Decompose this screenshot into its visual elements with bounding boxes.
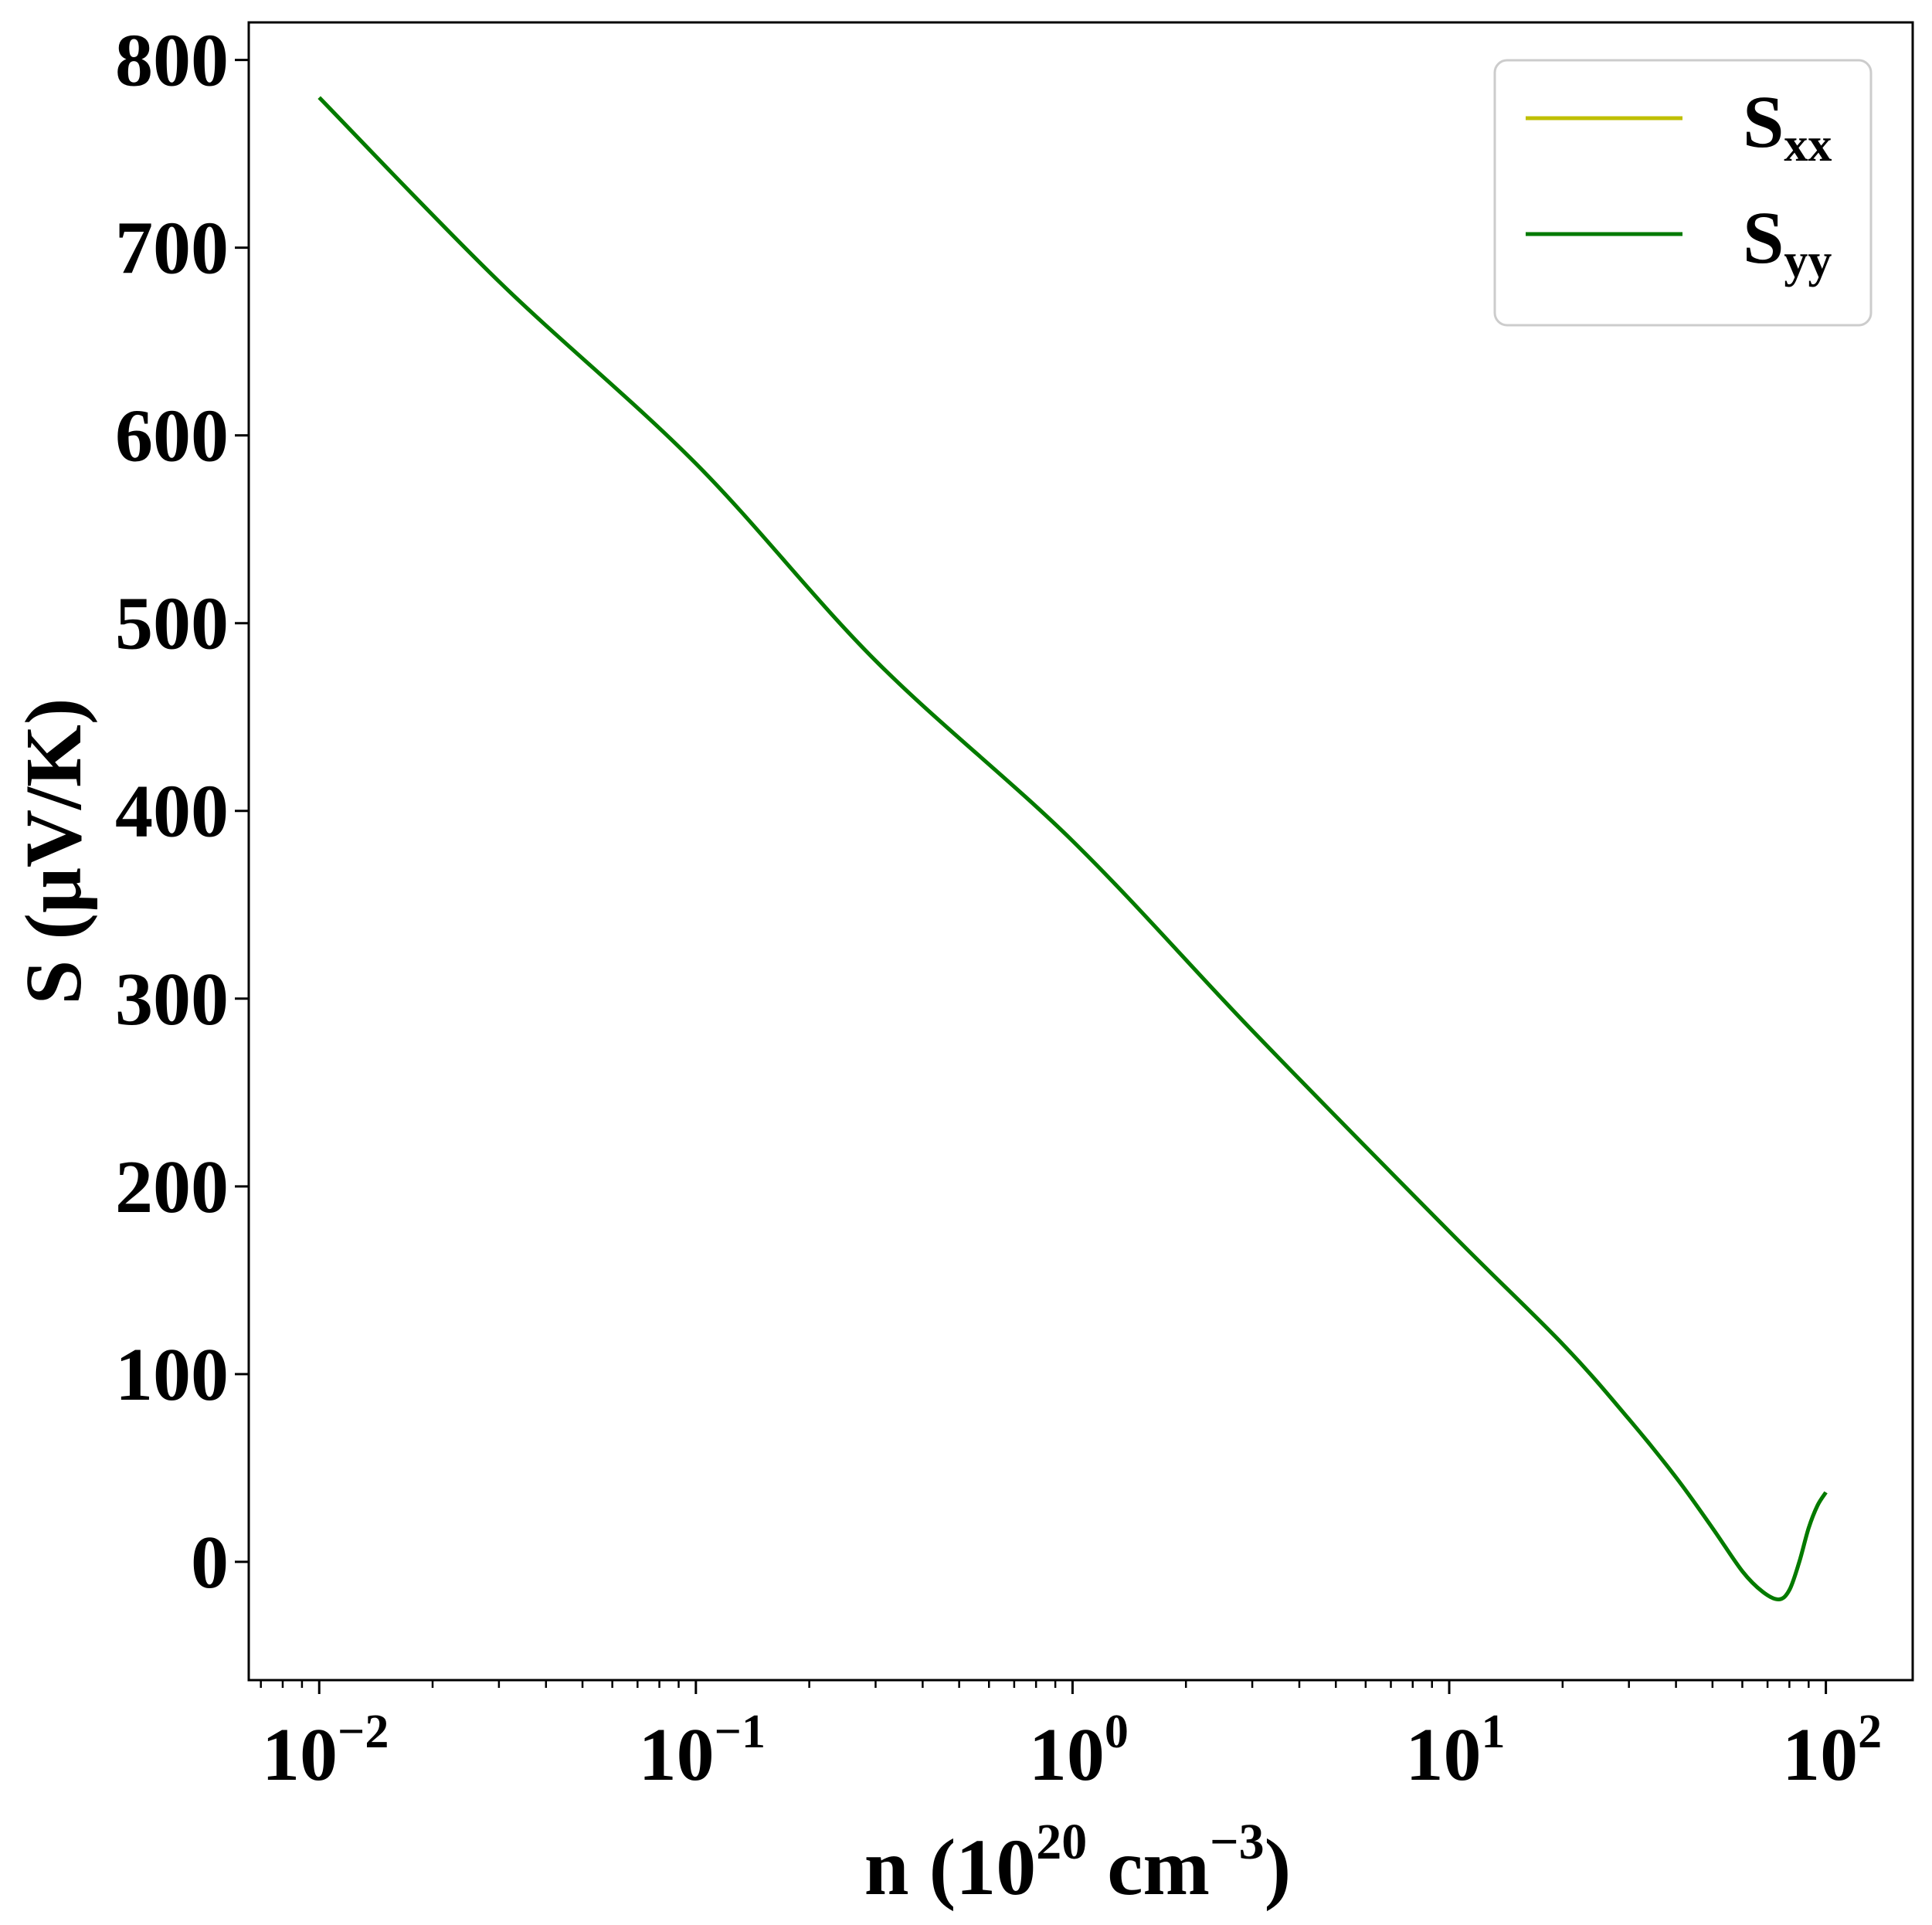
legend-label-sxx-sub: xx <box>1784 119 1832 171</box>
legend-label-syy-main: S <box>1743 196 1784 279</box>
x-axis-title-suffix: ) <box>1265 1823 1292 1912</box>
x-tick-label-exp: 2 <box>1858 1706 1882 1758</box>
plot-frame <box>247 21 1914 1682</box>
legend-label-syy: Syy <box>1743 196 1832 287</box>
y-tick-label: 400 <box>115 770 229 854</box>
x-tick-label-base: 10 <box>262 1713 338 1797</box>
legend-label-syy-sub: yy <box>1784 235 1832 287</box>
legend-box <box>1493 59 1873 327</box>
x-axis-ticks: 10−2 10−1 100 101 102 <box>260 1680 1882 1797</box>
x-tick-label-exp: 0 <box>1105 1706 1129 1758</box>
y-axis-ticks: 0 100 200 300 400 500 600 700 800 <box>115 19 249 1604</box>
y-tick-label: 300 <box>115 958 229 1041</box>
y-tick-label: 700 <box>115 207 229 290</box>
y-tick-label: 0 <box>191 1521 229 1604</box>
x-tick-label-base: 10 <box>1406 1713 1482 1797</box>
x-axis-title-sup2: −3 <box>1210 1814 1265 1870</box>
x-axis-title-sup1: 20 <box>1036 1814 1087 1870</box>
x-tick-label: 10−1 <box>639 1706 766 1797</box>
x-axis-title-prefix: n (10 <box>864 1823 1036 1912</box>
x-tick-label: 10−2 <box>262 1706 389 1797</box>
y-axis-title: S (μV/K) <box>9 698 98 1005</box>
x-tick-label: 101 <box>1406 1706 1506 1797</box>
y-tick-label: 600 <box>115 395 229 478</box>
series-line-1 <box>317 96 1828 1601</box>
x-tick-label: 102 <box>1782 1706 1882 1797</box>
x-tick-label-base: 10 <box>1029 1713 1105 1797</box>
x-axis-title-mid: cm <box>1087 1823 1210 1912</box>
x-tick-label: 100 <box>1029 1706 1129 1797</box>
legend-label-sxx-main: S <box>1743 80 1784 163</box>
x-tick-label-exp: −1 <box>715 1706 766 1758</box>
legend: Sxx Syy <box>1493 59 1873 327</box>
y-tick-label: 800 <box>115 19 229 103</box>
x-tick-label-base: 10 <box>1782 1713 1858 1797</box>
y-tick-label: 200 <box>115 1146 229 1229</box>
x-tick-label-exp: 1 <box>1482 1706 1506 1758</box>
legend-label-sxx: Sxx <box>1743 80 1832 171</box>
series-layer <box>317 96 1828 1601</box>
y-tick-label: 100 <box>115 1333 229 1417</box>
x-tick-label-base: 10 <box>639 1713 715 1797</box>
y-tick-label: 500 <box>115 582 229 666</box>
x-tick-label-exp: −2 <box>338 1706 389 1758</box>
x-axis-title: n (1020 cm−3) <box>864 1814 1292 1912</box>
